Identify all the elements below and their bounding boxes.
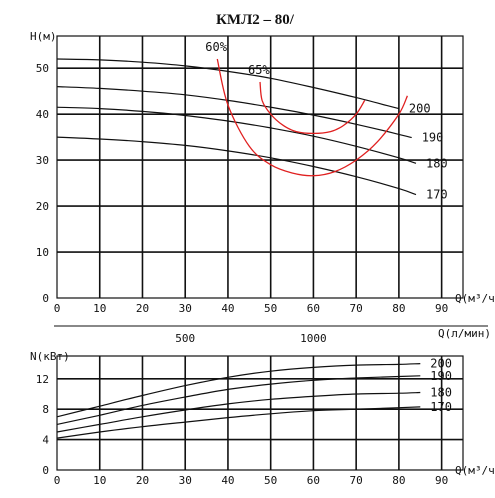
x-tick-label: 10: [93, 302, 106, 315]
curve-label-170: 170: [426, 188, 448, 202]
x-tick-label: 50: [264, 302, 277, 315]
efficiency-label: 65%: [248, 63, 270, 77]
curve-200: [56, 363, 421, 418]
curve-label-200: 200: [409, 102, 431, 116]
secondary-x-tick-label: 500: [175, 332, 195, 345]
x-tick-label: 90: [435, 474, 448, 487]
plot-frame: [56, 35, 464, 299]
curve-label-170: 170: [430, 400, 452, 414]
y-tick-label: 0: [42, 464, 49, 477]
y-tick-label: 50: [36, 62, 49, 75]
x-tick-label: 30: [179, 474, 192, 487]
y-tick-label: 20: [36, 200, 49, 213]
x-tick-label: 70: [350, 302, 363, 315]
curve-180: [56, 106, 417, 164]
curve-190: [56, 375, 421, 425]
secondary-x-tick-label: 1000: [300, 332, 327, 345]
curve-190: [56, 86, 412, 139]
x-tick-label: 30: [179, 302, 192, 315]
x-tick-label: 40: [221, 302, 234, 315]
curve-170: [56, 136, 417, 196]
efficiency-label: 60%: [205, 40, 227, 54]
x-tick-label: 70: [350, 474, 363, 487]
curve-170: [56, 406, 421, 439]
curve-200: [56, 58, 400, 110]
x-tick-label: 60: [307, 474, 320, 487]
y-tick-label: 0: [42, 292, 49, 305]
chart-title: КМЛ2 – 80/: [216, 12, 295, 28]
y-tick-label: 4: [42, 434, 49, 447]
y-axis-label: N(кВт): [30, 350, 70, 363]
y-tick-label: 10: [36, 246, 49, 259]
x-tick-label: 80: [392, 474, 405, 487]
x-tick-label: 0: [54, 302, 61, 315]
y-tick-label: 8: [42, 403, 49, 416]
x-tick-label: 10: [93, 474, 106, 487]
x-tick-label: 0: [54, 474, 61, 487]
power-chart: 0 10 20 30 40 50 60 70 80 90 0 4 8 12 N(кВт) Q(м³/ч) 200…: [30, 350, 495, 487]
x-tick-label: 60: [307, 302, 320, 315]
curve-label-180: 180: [426, 156, 448, 170]
x-axis-label: Q(м³/ч): [455, 464, 495, 477]
x-tick-label: 80: [392, 302, 405, 315]
x-tick-label: 50: [264, 474, 277, 487]
efficiency-curve-65%: [259, 81, 366, 135]
plot-frame: [56, 355, 464, 471]
y-axis-label: H(м): [30, 30, 57, 43]
curve-label-180: 180: [430, 385, 452, 399]
efficiency-curve-60%: [216, 58, 408, 177]
x-axis-label: Q(м³/ч): [455, 292, 495, 305]
curve-label-190: 190: [422, 131, 444, 145]
curve-label-190: 190: [430, 369, 452, 383]
head-chart: 0 10 20 30 40 50 60 70 80 90 0 10 20 30 40 50 H(м) Q(м³/ч…: [30, 30, 495, 345]
x-tick-label: 20: [136, 474, 149, 487]
y-tick-label: 40: [36, 108, 49, 121]
y-tick-label: 30: [36, 154, 49, 167]
secondary-x-axis-label: Q(л/мин): [438, 327, 491, 340]
x-tick-label: 90: [435, 302, 448, 315]
y-tick-label: 12: [36, 373, 49, 386]
x-tick-label: 40: [221, 474, 234, 487]
curve-180: [56, 391, 421, 433]
x-tick-label: 20: [136, 302, 149, 315]
curve-label-200: 200: [430, 357, 452, 371]
